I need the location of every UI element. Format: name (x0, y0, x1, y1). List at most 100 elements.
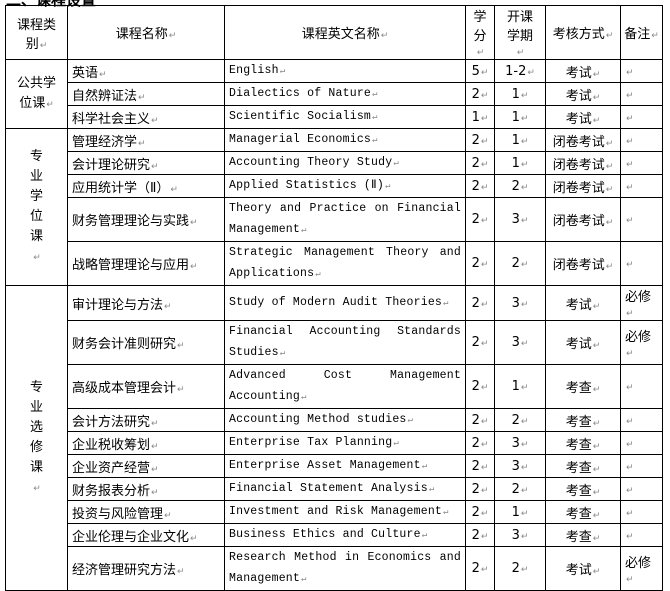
notes (620, 454, 663, 478)
notes (620, 241, 663, 286)
semester: 3 (494, 285, 546, 321)
credits: 2 (465, 285, 495, 321)
course-name: 财务会计准则研究 (67, 320, 225, 365)
table-row: 财务管理理论与实践Theory and Practice on Financia… (6, 197, 663, 242)
credits: 2 (465, 454, 495, 478)
semester: 1 (494, 151, 546, 175)
assessment: 考试 (545, 546, 621, 591)
course-name: 应用统计学（Ⅱ） (67, 174, 225, 198)
credits: 2 (465, 408, 495, 432)
course-english-name: Dialectics of Nature (224, 82, 466, 106)
semester: 2 (494, 408, 546, 432)
course-name: 投资与风险管理 (67, 500, 225, 524)
assessment: 闭卷考试 (545, 174, 621, 198)
course-english-name: Advanced Cost Management Accounting (224, 364, 466, 409)
table-row: 应用统计学（Ⅱ）Applied Statistics (Ⅱ)22闭卷考试 (6, 174, 663, 198)
semester: 1 (494, 128, 546, 152)
notes (620, 364, 663, 409)
header-assessment: 考核方式 (545, 5, 621, 60)
credits: 2 (465, 151, 495, 175)
assessment: 考查 (545, 408, 621, 432)
notes: 必修 (620, 285, 663, 321)
table-row: 公共学位课英语English51-2考试 (5, 59, 663, 129)
course-name: 财务管理理论与实践 (67, 197, 225, 242)
header-credits: 学分 (465, 5, 495, 60)
assessment: 考查 (545, 523, 621, 547)
course-english-name: Strategic Management Theory and Applicat… (224, 241, 466, 286)
credits: 2 (465, 500, 495, 524)
course-name: 企业税收筹划 (67, 431, 225, 455)
course-name: 科学社会主义 (67, 105, 225, 129)
notes (620, 500, 663, 524)
table-row: 会计理论研究Accounting Theory Study21闭卷考试 (6, 151, 663, 175)
course-english-name: Financial Accounting Standards Studies (224, 320, 466, 365)
credits: 5 (465, 59, 495, 83)
assessment: 考试 (545, 59, 621, 83)
semester: 2 (494, 174, 546, 198)
credits: 2 (465, 431, 495, 455)
table-row: 专业学位课管理经济学Managerial Economics21闭卷考试 (5, 128, 663, 286)
table-row: 经济管理研究方法Research Method in Economics and… (6, 546, 663, 591)
course-name: 战略管理理论与应用 (67, 241, 225, 286)
table-row: 企业税收筹划Enterprise Tax Planning23考查 (6, 431, 663, 455)
course-english-name: Investment and Risk Management (224, 500, 466, 524)
assessment: 考试 (545, 82, 621, 106)
course-english-name: Enterprise Asset Management (224, 454, 466, 478)
notes (620, 59, 663, 83)
notes: 必修 (620, 546, 663, 591)
notes (620, 151, 663, 175)
course-name: 高级成本管理会计 (67, 364, 225, 409)
course-english-name: Enterprise Tax Planning (224, 431, 466, 455)
credits: 2 (465, 241, 495, 286)
table-row: 企业资产经营Enterprise Asset Management23考查 (6, 454, 663, 478)
course-name: 会计理论研究 (67, 151, 225, 175)
course-name: 企业伦理与企业文化 (67, 523, 225, 547)
credits: 2 (465, 546, 495, 591)
assessment: 闭卷考试 (545, 241, 621, 286)
course-english-name: Study of Modern Audit Theories (224, 285, 466, 321)
notes (620, 477, 663, 501)
header-category: 课程类别 (5, 5, 68, 60)
assessment: 闭卷考试 (545, 151, 621, 175)
category-cell: 专业选修课 (5, 285, 68, 591)
notes (620, 431, 663, 455)
course-name: 自然辨证法 (67, 82, 225, 106)
notes (620, 105, 663, 129)
course-name: 英语 (67, 59, 225, 83)
assessment: 闭卷考试 (545, 128, 621, 152)
semester: 1 (494, 500, 546, 524)
notes: 必修 (620, 320, 663, 365)
notes (620, 174, 663, 198)
course-name: 企业资产经营 (67, 454, 225, 478)
credits: 1 (465, 105, 495, 129)
header-name: 课程名称 (67, 5, 225, 60)
credits: 2 (465, 82, 495, 106)
notes (620, 197, 663, 242)
notes (620, 523, 663, 547)
semester: 2 (494, 477, 546, 501)
course-english-name: English (224, 59, 466, 83)
credits: 2 (465, 320, 495, 365)
course-english-name: Accounting Method studies (224, 408, 466, 432)
credits: 2 (465, 364, 495, 409)
assessment: 考查 (545, 500, 621, 524)
category-cell: 专业学位课 (5, 128, 68, 286)
assessment: 考查 (545, 477, 621, 501)
course-name: 会计方法研究 (67, 408, 225, 432)
table-row: 自然辨证法Dialectics of Nature21考试 (6, 82, 663, 106)
course-name: 经济管理研究方法 (67, 546, 225, 591)
table-row: 投资与风险管理Investment and Risk Management21考… (6, 500, 663, 524)
semester: 1-2 (494, 59, 546, 83)
header-notes: 备注 (620, 5, 663, 60)
course-english-name: Business Ethics and Culture (224, 523, 466, 547)
assessment: 考试 (545, 285, 621, 321)
assessment: 考查 (545, 431, 621, 455)
table-row: 财务会计准则研究Financial Accounting Standards S… (6, 320, 663, 365)
header-semester: 开课学期 (494, 5, 546, 60)
semester: 2 (494, 546, 546, 591)
semester: 2 (494, 241, 546, 286)
semester: 3 (494, 523, 546, 547)
semester: 1 (494, 82, 546, 106)
assessment: 考查 (545, 454, 621, 478)
assessment: 考试 (545, 320, 621, 365)
